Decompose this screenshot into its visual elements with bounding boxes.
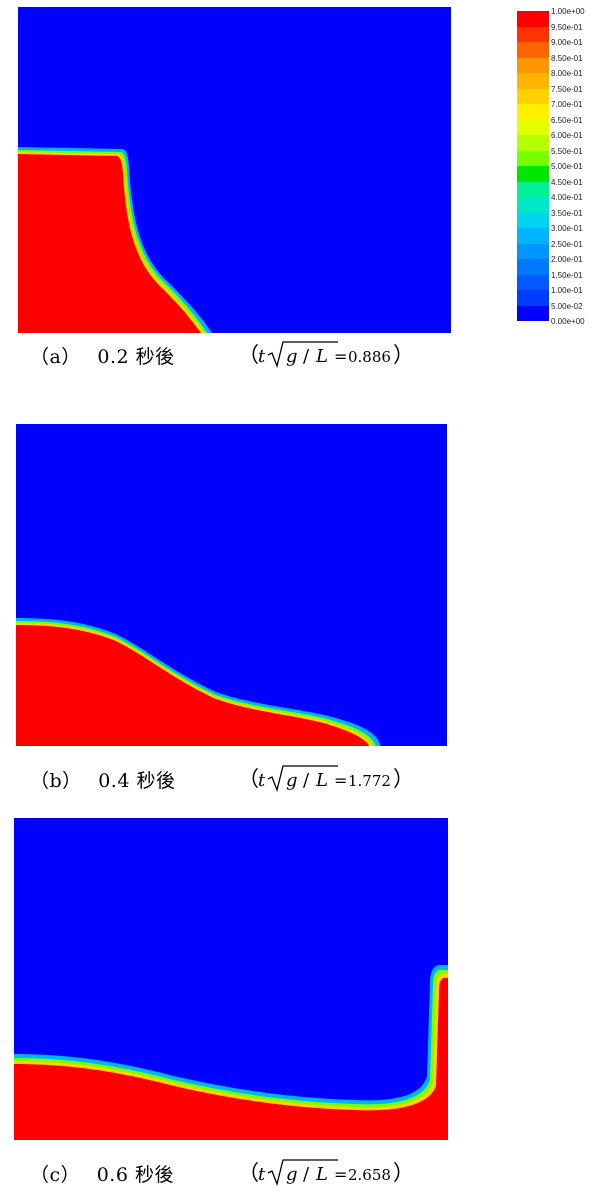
caption-label: （b） bbox=[30, 770, 82, 792]
legend-tick-label: 3.00e-01 bbox=[551, 224, 583, 233]
legend-tick-label: 2.50e-01 bbox=[551, 239, 583, 249]
legend-tick-label: 5.00e-02 bbox=[551, 301, 583, 311]
legend-swatch bbox=[517, 104, 549, 120]
sqrt-formula: （ t g / L = 2.658 ） bbox=[238, 1159, 414, 1187]
panel-b-plot bbox=[16, 424, 447, 746]
caption-c: （c） 0.6 秒後 bbox=[30, 1160, 174, 1187]
formula-t: t bbox=[258, 346, 266, 367]
legend-swatch bbox=[517, 181, 549, 197]
legend-tick-label: 7.00e-01 bbox=[551, 100, 583, 109]
legend-swatch bbox=[517, 197, 549, 213]
legend-swatch bbox=[517, 290, 549, 306]
legend-swatch bbox=[517, 166, 549, 182]
legend-swatch bbox=[517, 11, 549, 27]
legend-swatch bbox=[517, 228, 549, 244]
legend-tick-label: 9.00e-01 bbox=[551, 38, 583, 47]
legend-swatch bbox=[517, 274, 549, 290]
caption-label: （a） bbox=[30, 346, 81, 368]
formula-L: L bbox=[315, 770, 328, 791]
legend-tick-label: 0.00e+00 bbox=[551, 317, 585, 326]
formula-value: 0.886 bbox=[348, 348, 391, 366]
legend-swatch bbox=[517, 88, 549, 104]
formula-value: 2.658 bbox=[348, 1166, 391, 1184]
caption-b: （b） 0.4 秒後 bbox=[30, 766, 175, 793]
sqrt-sign-icon bbox=[267, 341, 338, 369]
legend-tick-label: 9.50e-01 bbox=[551, 22, 583, 32]
legend-swatch bbox=[517, 57, 549, 73]
formula-open-paren: （ bbox=[238, 767, 259, 791]
legend-swatch bbox=[517, 212, 549, 228]
formula-open-paren: （ bbox=[238, 343, 259, 367]
formula-slash: / bbox=[303, 770, 310, 791]
panel-c-field bbox=[14, 818, 448, 1140]
legend-tick-label: 1.00e+00 bbox=[551, 7, 585, 16]
formula-L: L bbox=[315, 1164, 328, 1185]
legend-swatch bbox=[517, 119, 549, 135]
legend-tick-label: 4.00e-01 bbox=[551, 193, 583, 202]
caption-time: 0.6 秒後 bbox=[96, 1164, 174, 1186]
legend-tick-label: 1.50e-01 bbox=[551, 270, 583, 280]
legend-swatch bbox=[517, 73, 549, 89]
caption-label: （c） bbox=[30, 1164, 81, 1186]
legend-swatch bbox=[517, 243, 549, 259]
formula-g: g bbox=[286, 1164, 298, 1185]
formula-open-paren: （ bbox=[238, 1161, 259, 1185]
water-region bbox=[14, 978, 448, 1140]
panel-b-field bbox=[16, 424, 447, 746]
caption-time: 0.2 秒後 bbox=[97, 346, 175, 368]
formula-eq: = bbox=[334, 1165, 347, 1184]
panel-a-field bbox=[18, 7, 451, 333]
sqrt-formula: （ t g / L = 1.772 ） bbox=[238, 765, 414, 793]
formula-c: （ t g / L = 2.658 ） bbox=[238, 1156, 418, 1194]
panel-a-plot bbox=[18, 7, 451, 333]
legend-tick-label: 5.00e-01 bbox=[551, 162, 583, 171]
formula-close-paren: ） bbox=[393, 767, 414, 791]
legend-tick-label: 8.50e-01 bbox=[551, 53, 583, 63]
water-region bbox=[18, 154, 201, 333]
legend-tick-label: 6.00e-01 bbox=[551, 131, 583, 140]
legend-swatch bbox=[517, 26, 549, 42]
panel-c-plot bbox=[14, 818, 448, 1140]
formula-g: g bbox=[286, 770, 298, 791]
formula-value: 1.772 bbox=[348, 772, 391, 790]
sqrt-sign-icon bbox=[267, 765, 338, 793]
formula-slash: / bbox=[303, 346, 310, 367]
formula-close-paren: ） bbox=[393, 343, 414, 367]
legend-tick-label: 2.00e-01 bbox=[551, 255, 583, 264]
legend-tick-label: 6.50e-01 bbox=[551, 115, 583, 125]
formula-t: t bbox=[258, 770, 266, 791]
formula-a: （ t g / L = 0.886 ） bbox=[238, 338, 418, 376]
legend-tick-label: 4.50e-01 bbox=[551, 177, 583, 187]
legend-swatch bbox=[517, 135, 549, 151]
legend-tick-label: 8.00e-01 bbox=[551, 69, 583, 78]
formula-eq: = bbox=[334, 347, 347, 366]
legend-swatch bbox=[517, 305, 549, 321]
legend-swatch bbox=[517, 259, 549, 275]
formula-L: L bbox=[315, 346, 328, 367]
legend-tick-label: 7.50e-01 bbox=[551, 84, 583, 94]
formula-g: g bbox=[286, 346, 298, 367]
formula-t: t bbox=[258, 1164, 266, 1185]
water-region bbox=[16, 625, 369, 746]
formula-slash: / bbox=[303, 1164, 310, 1185]
sqrt-formula: （ t g / L = 0.886 ） bbox=[238, 341, 414, 369]
formula-eq: = bbox=[334, 771, 347, 790]
caption-a: （a） 0.2 秒後 bbox=[30, 342, 175, 369]
sqrt-sign-icon bbox=[267, 1159, 338, 1187]
formula-b: （ t g / L = 1.772 ） bbox=[238, 762, 418, 800]
legend-swatch bbox=[517, 42, 549, 58]
legend-swatch bbox=[517, 150, 549, 166]
legend-tick-label: 1.00e-01 bbox=[551, 286, 583, 295]
legend-tick-label: 3.50e-01 bbox=[551, 208, 583, 218]
legend-tick-label: 5.50e-01 bbox=[551, 146, 583, 156]
formula-close-paren: ） bbox=[393, 1161, 414, 1185]
caption-time: 0.4 秒後 bbox=[98, 770, 176, 792]
